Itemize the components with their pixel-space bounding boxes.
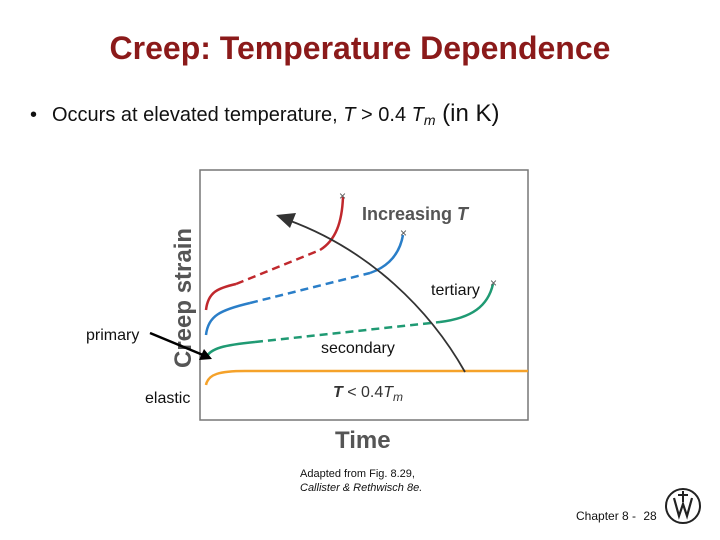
fracture-marker-red: × <box>339 189 346 203</box>
increasing-t-arrow <box>287 219 466 373</box>
blue-curve <box>204 234 405 336</box>
red-curve-tertiary <box>319 196 345 252</box>
y-axis-label: Creep strain <box>170 228 197 368</box>
low-t-mid: < 0.4 <box>343 384 384 401</box>
primary-pointer <box>149 331 204 357</box>
units-text: (in K) <box>435 100 500 127</box>
credit-line-2: Callister & Rethwisch 8e. <box>300 482 423 494</box>
page-number: 28 <box>643 509 657 523</box>
bullet-dot-icon: • <box>30 104 38 126</box>
plot-frame <box>199 169 529 421</box>
red-curve <box>204 196 345 311</box>
bullet-text: Occurs at elevated temperature, <box>52 104 344 126</box>
red-curve-primary <box>204 282 237 311</box>
label-tertiary: tertiary <box>431 282 480 299</box>
red-curve-secondary <box>235 248 321 286</box>
fracture-marker-green: × <box>490 276 497 290</box>
figure-credit: Adapted from Fig. 8.29, Callister & Reth… <box>300 467 422 495</box>
slide-title: Creep: Temperature Dependence <box>109 30 611 66</box>
bullet-line: • Occurs at elevated temperature, T > 0.4… <box>30 100 500 128</box>
x-axis-label: Time <box>335 427 391 454</box>
increasing-t-symbol: T <box>457 204 470 224</box>
blue-curve-tertiary <box>369 234 405 275</box>
blue-curve-secondary <box>249 271 371 305</box>
increasing-t-label: Increasing T <box>362 204 470 224</box>
blue-curve-primary <box>204 301 251 336</box>
publisher-logo-icon <box>665 488 701 524</box>
label-primary: primary <box>86 327 140 344</box>
fracture-marker-blue: × <box>400 226 407 240</box>
green-curve-tertiary <box>439 283 495 324</box>
low-t-label: T < 0.4Tm <box>333 384 403 404</box>
chapter-label: Chapter 8 - <box>576 509 637 523</box>
primary-pointer-head <box>199 349 212 360</box>
tm-subscript: m <box>423 112 436 128</box>
increasing-t-prefix: Increasing <box>362 204 457 224</box>
slide-footer: Chapter 8 - 28 <box>576 509 657 523</box>
green-curve-secondary <box>254 320 441 344</box>
low-t-symbol: T <box>333 384 344 401</box>
credit-line-1: Adapted from Fig. 8.29, <box>300 468 415 480</box>
low-t-tm: T <box>383 384 394 401</box>
orange-curve <box>204 369 528 386</box>
t-symbol: T <box>343 104 356 126</box>
increasing-t-arrowhead <box>276 213 296 228</box>
label-elastic: elastic <box>145 390 191 407</box>
gt-text: > 0.4 <box>355 104 412 126</box>
low-t-sub: m <box>393 390 403 404</box>
tm-symbol: T <box>411 104 424 126</box>
label-secondary: secondary <box>321 340 395 357</box>
